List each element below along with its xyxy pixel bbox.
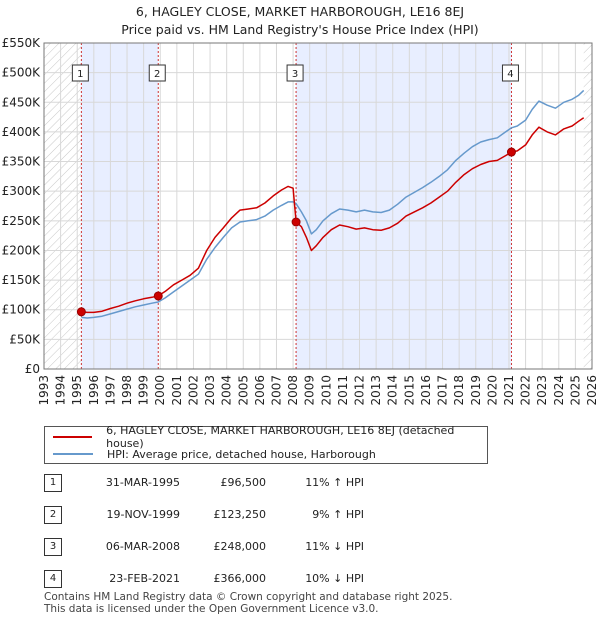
legend-item-property: 6, HAGLEY CLOSE, MARKET HARBOROUGH, LE16… [53, 424, 487, 450]
sale-date: 19-NOV-1999 [106, 508, 180, 521]
shaded-period-1 [296, 43, 512, 369]
sale-number-badge: 1 [44, 474, 62, 492]
chart-subtitle: Price paid vs. HM Land Registry's House … [121, 22, 479, 37]
sale-point-1 [76, 307, 86, 317]
sale-label-box-2 [148, 64, 166, 82]
table-row: 2 19-NOV-1999 £123,250 9% ↑ HPI [40, 506, 460, 526]
sale-number-badge: 3 [44, 538, 62, 556]
x-tick-label: 2022 [519, 375, 533, 406]
x-tick-label: 2004 [220, 375, 234, 406]
x-tick-label: 2005 [236, 375, 250, 406]
x-tick-label: 2009 [303, 375, 317, 406]
x-tick-label: 2015 [402, 375, 416, 406]
sale-hpi-diff: 10% ↓ HPI [305, 572, 364, 585]
x-tick-label: 1994 [54, 375, 68, 406]
x-tick-label: 2002 [186, 375, 200, 406]
x-tick-label: 1993 [37, 375, 51, 406]
table-row: 4 23-FEB-2021 £366,000 10% ↓ HPI [40, 570, 460, 590]
x-tick-label: 2023 [535, 375, 549, 406]
sale-hpi-diff: 9% ↑ HPI [312, 508, 364, 521]
sale-label-box-4 [501, 64, 519, 82]
y-tick-label: £150K [2, 273, 42, 287]
sale-price: £248,000 [213, 540, 267, 553]
x-tick-label: 1999 [137, 375, 151, 406]
sale-date: 23-FEB-2021 [109, 572, 180, 585]
y-tick-label: £350K [2, 155, 42, 169]
x-tick-label: 2001 [170, 375, 184, 406]
x-tick-label: 2018 [452, 375, 466, 406]
chart-title: 6, HAGLEY CLOSE, MARKET HARBOROUGH, LE16… [135, 4, 465, 19]
x-tick-label: 1997 [103, 375, 117, 406]
sale-point-2 [153, 291, 163, 301]
y-tick-label: £50K [9, 332, 41, 346]
x-tick-label: 2016 [419, 375, 433, 406]
x-tick-label: 2006 [253, 375, 267, 406]
legend-label-property: 6, HAGLEY CLOSE, MARKET HARBOROUGH, LE16… [106, 424, 455, 450]
table-row: 1 31-MAR-1995 £96,500 11% ↑ HPI [40, 474, 460, 494]
x-tick-label: 2008 [286, 375, 300, 406]
x-tick-label: 2026 [585, 375, 599, 406]
sale-label-box-3 [286, 64, 304, 82]
y-tick-label: £100K [2, 303, 42, 317]
sale-label-4: 4 [507, 69, 513, 80]
x-tick-label: 2007 [269, 375, 283, 406]
sale-hpi-diff: 11% ↓ HPI [305, 540, 364, 553]
x-tick-label: 2017 [436, 375, 450, 406]
hpi-series-line [81, 89, 585, 319]
legend-swatch-property [53, 436, 93, 438]
x-tick-label: 2003 [203, 375, 217, 406]
sale-label-box-1 [71, 64, 89, 82]
footer-license: This data is licensed under the Open Gov… [44, 603, 379, 615]
x-tick-label: 2019 [469, 375, 483, 406]
sale-point-4 [506, 147, 516, 157]
x-tick-label: 2013 [369, 375, 383, 406]
sale-price: £96,500 [220, 476, 267, 489]
sale-number-badge: 4 [44, 570, 62, 588]
x-tick-label: 2010 [319, 375, 333, 406]
y-tick-label: £300K [2, 184, 42, 198]
x-tick-label: 2020 [485, 375, 499, 406]
price-chart: 1 2 3 4 £0 £50K £100K £150K £200K £250K £300K £350K… [2, 36, 599, 406]
x-tick-label: 2014 [386, 375, 400, 406]
y-tick-label: £500K [2, 66, 42, 80]
hatched-region-1 [583, 43, 592, 369]
y-tick-label: £550K [2, 36, 42, 50]
x-tick-label: 2012 [353, 375, 367, 406]
hatched-region-0 [44, 43, 82, 369]
sale-number-badge: 2 [44, 506, 62, 524]
sale-price: £123,250 [213, 508, 267, 521]
x-tick-label: 1995 [70, 375, 84, 406]
legend-swatch-hpi [53, 453, 93, 455]
sale-label-1: 1 [77, 69, 83, 80]
plot-frame [43, 42, 593, 370]
y-tick-label: £250K [2, 214, 42, 228]
property-series-line [81, 117, 585, 314]
x-tick-label: 1996 [87, 375, 101, 406]
sale-hpi-diff: 11% ↑ HPI [305, 476, 364, 489]
shaded-period-0 [81, 43, 159, 369]
y-tick-label: £400K [2, 125, 42, 139]
footer-copyright: Contains HM Land Registry data © Crown c… [44, 591, 453, 603]
y-tick-label: £450K [2, 95, 42, 109]
sale-point-3 [291, 217, 301, 227]
sale-price: £366,000 [213, 572, 267, 585]
x-tick-label: 2021 [502, 375, 516, 406]
table-row: 3 06-MAR-2008 £248,000 11% ↓ HPI [40, 538, 460, 558]
legend-item-hpi: HPI: Average price, detached house, Harb… [53, 446, 376, 462]
legend: 6, HAGLEY CLOSE, MARKET HARBOROUGH, LE16… [44, 424, 488, 464]
x-tick-label: 1998 [120, 375, 134, 406]
x-tick-label: 2000 [153, 375, 167, 406]
y-tick-label: £0 [25, 362, 40, 376]
sale-label-3: 3 [292, 69, 298, 80]
sale-date: 31-MAR-1995 [105, 476, 180, 489]
sale-label-2: 2 [154, 69, 160, 80]
y-tick-label: £200K [2, 243, 42, 257]
x-tick-label: 2024 [552, 375, 566, 406]
x-tick-label: 2011 [336, 375, 350, 406]
sale-date: 06-MAR-2008 [105, 540, 180, 553]
footer: Contains HM Land Registry data © Crown c… [44, 591, 452, 615]
legend-label-hpi: HPI: Average price, detached house, Harb… [107, 447, 376, 461]
x-tick-label: 2025 [568, 375, 582, 406]
